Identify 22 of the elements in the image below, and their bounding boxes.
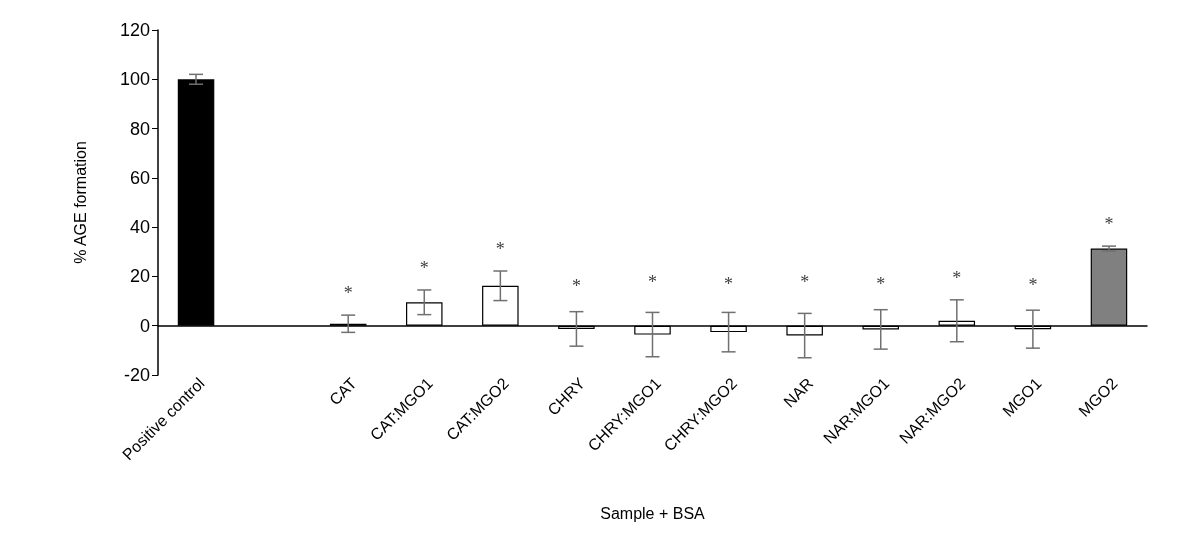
annotation: * [571,276,581,297]
y-tick-label: 60 [129,167,150,188]
x-axis-title: Sample + BSA [600,504,706,522]
y-tick-label: 80 [129,118,150,139]
annotation: * [495,239,505,260]
annotation: * [419,257,429,278]
annotation: * [952,267,962,288]
annotation: * [343,283,353,304]
y-axis-title: % AGE formation [71,141,89,264]
y-tick-label: 100 [119,69,150,90]
y-tick-label: 40 [129,217,150,238]
y-tick-label: 120 [119,20,150,40]
annotation: * [800,271,810,292]
annotation: * [648,271,657,292]
annotation: * [724,274,734,294]
annotation: * [1104,214,1114,235]
y-tick-label: 0 [139,315,150,336]
annotation: * [1028,274,1038,295]
annotation: * [876,274,886,294]
y-tick-label: 20 [129,266,150,287]
y-tick-label: -20 [123,365,150,385]
x-tick-label: CAT [326,374,361,409]
